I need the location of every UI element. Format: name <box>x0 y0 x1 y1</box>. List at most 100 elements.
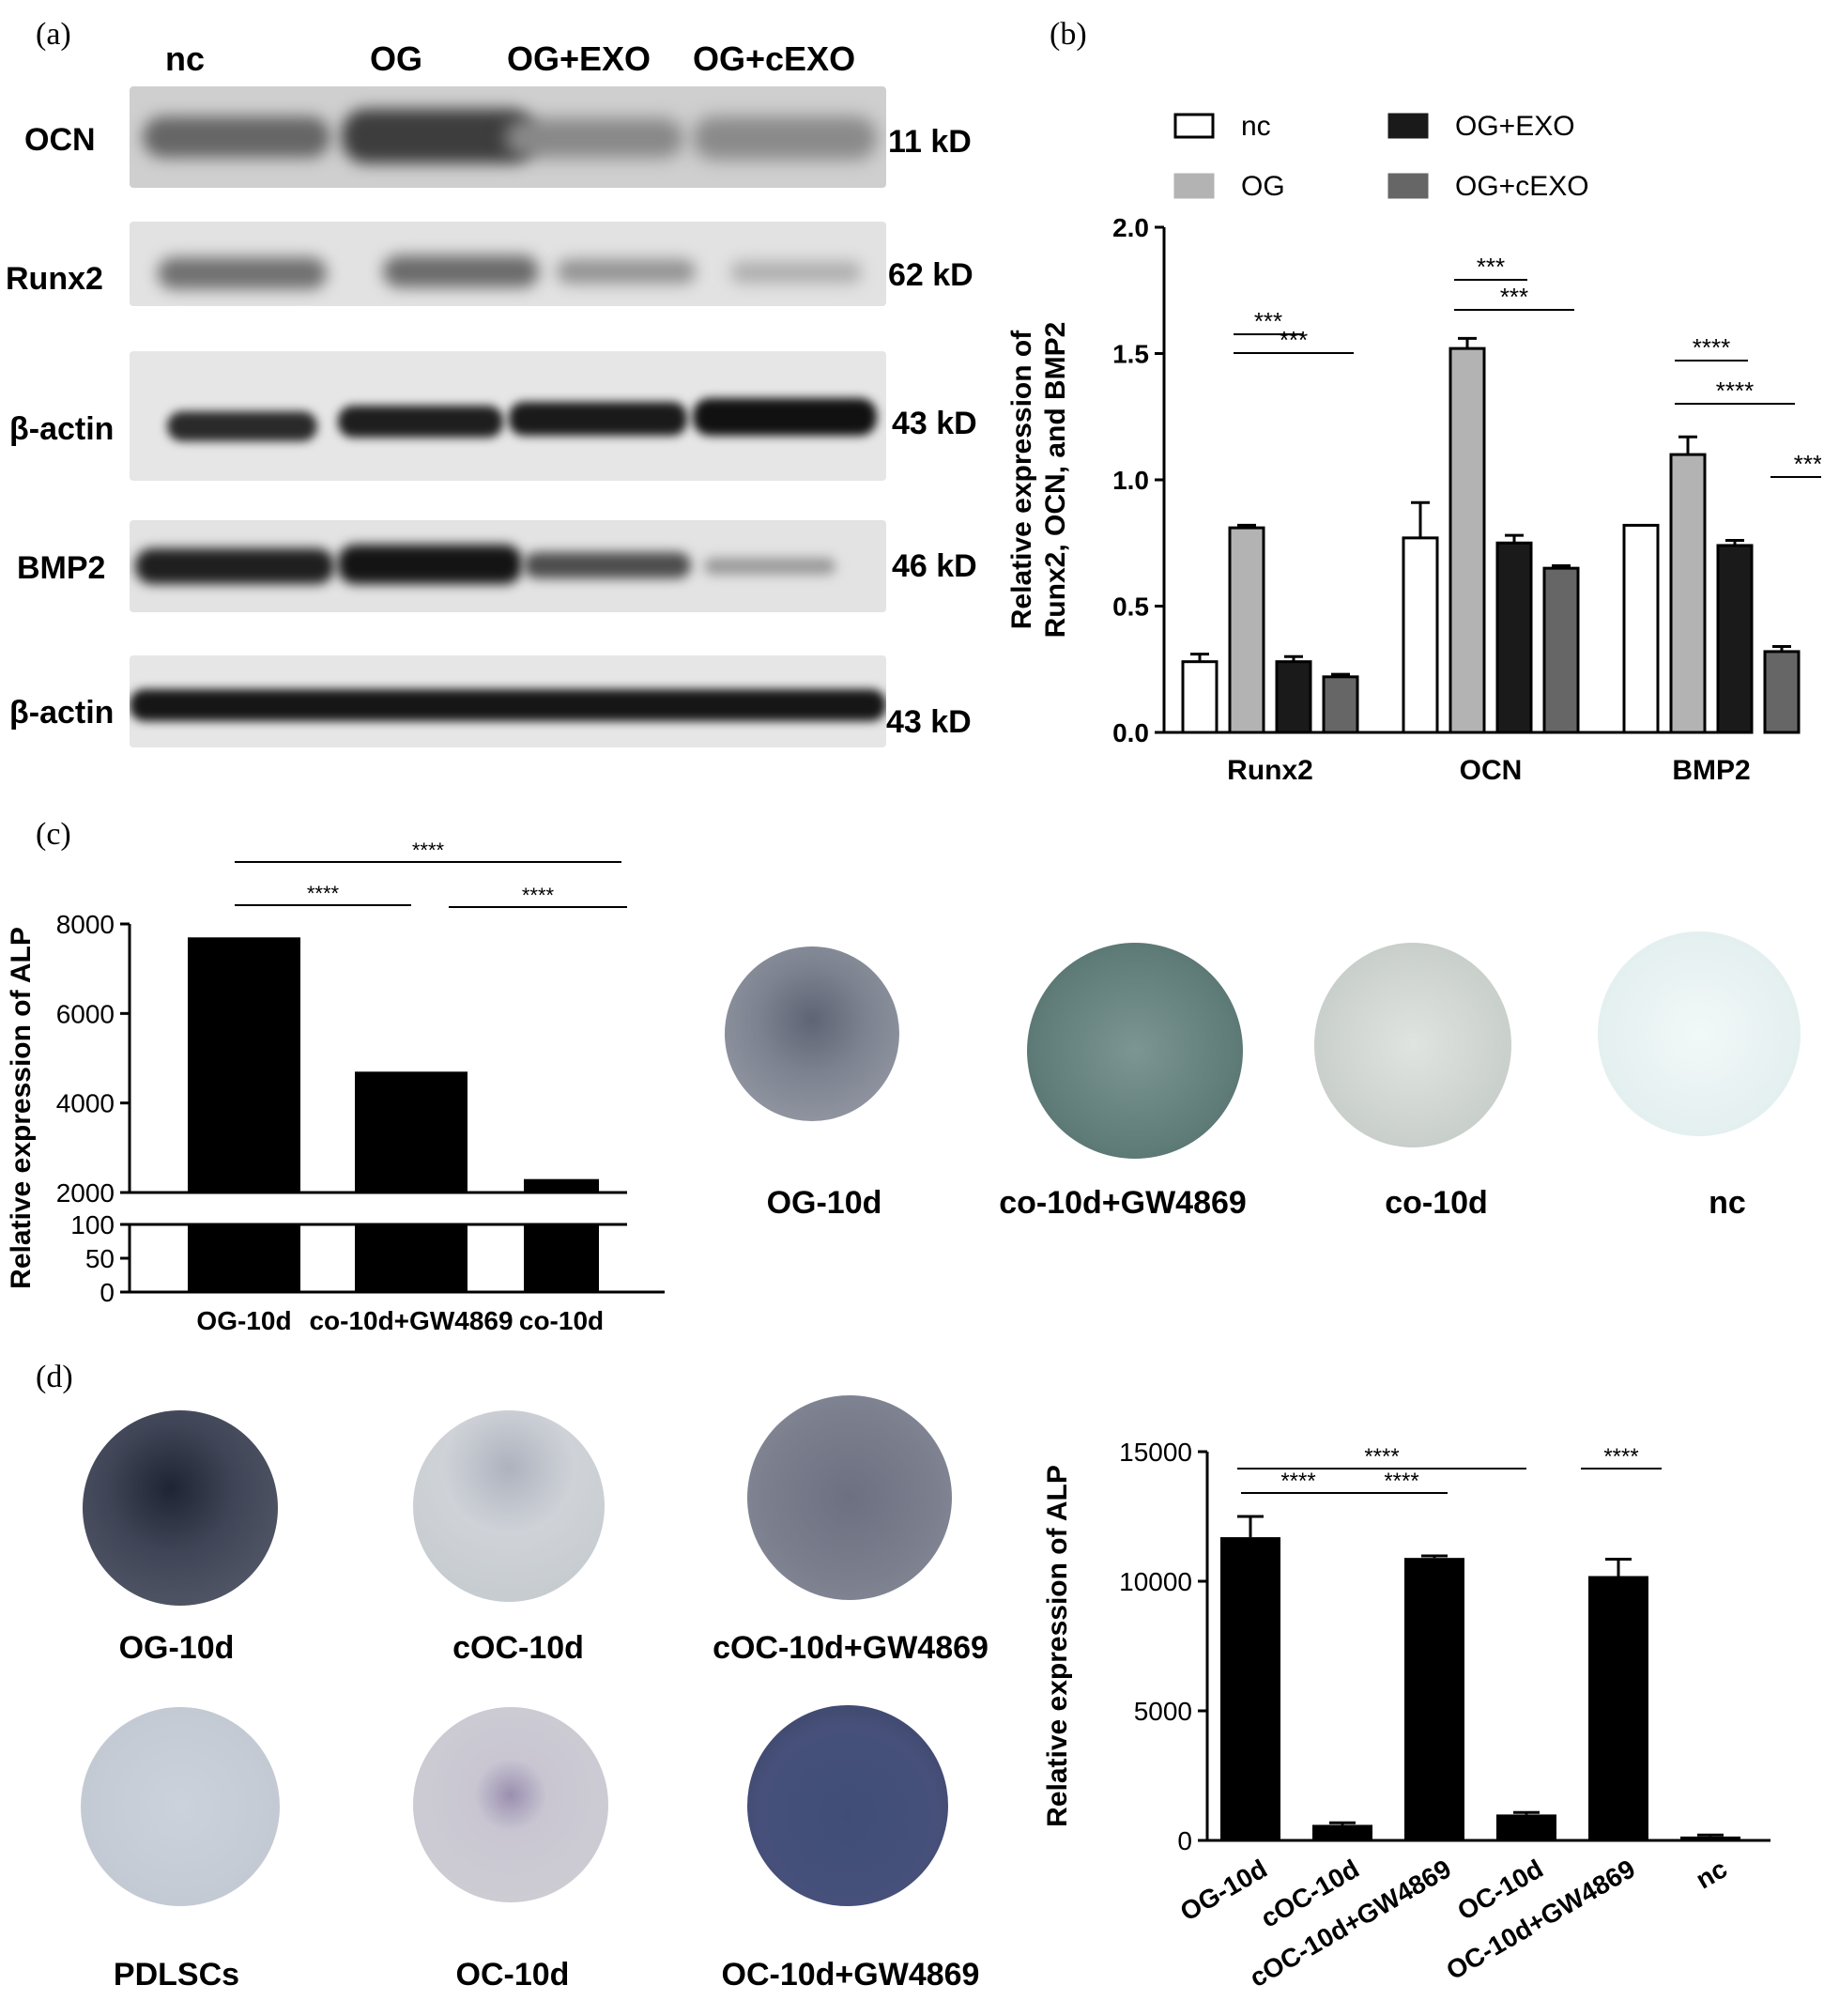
dish-label-c-og-10d: OG-10d <box>766 1185 882 1221</box>
chart-b-legend-swatch-OG+EXO <box>1387 113 1429 139</box>
chart-c-xtick-label: co-10d <box>519 1306 604 1335</box>
blot-beta-actin-2 <box>130 655 886 747</box>
wb-row-label-bmp2: BMP2 <box>17 550 106 586</box>
chart-b-bar-nc-OCN <box>1402 536 1439 734</box>
chart-b-bar-nc-BMP2 <box>1622 523 1660 734</box>
dish-c-og-10d <box>725 946 899 1121</box>
blot-beta-actin-1 <box>130 351 886 481</box>
chart-b-ylabel: Relative expression of Runx2, OCN, and BM… <box>1006 322 1071 639</box>
chart-d-xtick-label: OG-10d <box>1175 1854 1272 1926</box>
chart-b-bar-OG+EXO-BMP2 <box>1716 544 1754 734</box>
chart-c-ytick-label: 8000 <box>56 910 115 939</box>
dish-label-d-coc-10d-gw4869: cOC-10d+GW4869 <box>713 1630 989 1666</box>
chart-b-significance-label: **** <box>1716 377 1754 405</box>
chart-b-legend-label: OG <box>1241 171 1285 202</box>
dish-d-og-10d <box>83 1410 278 1606</box>
dish-label-d-pdlscs: PDLSCs <box>113 1957 240 1993</box>
chart-b-xtick-label: Runx2 <box>1227 755 1313 786</box>
chart-d-bar-cOC-10d <box>1312 1824 1372 1840</box>
chart-b-xtick-label: BMP2 <box>1672 755 1750 786</box>
chart-b-significance-label: *** <box>1500 283 1528 311</box>
chart-c-ytick-label: 0 <box>100 1278 115 1307</box>
chart-b-bar-OG-OCN <box>1448 346 1486 734</box>
dish-label-c-nc: nc <box>1709 1185 1746 1221</box>
chart-b-ytick-label: 1.0 <box>1112 466 1149 495</box>
chart-b-significance-label: **** <box>1794 450 1821 478</box>
chart-b-ytick-label: 0.0 <box>1112 718 1149 747</box>
wb-row-label-beta-actin-1: β-actin <box>9 411 115 447</box>
chart-c-bar-OG-10d-lower <box>188 1224 300 1292</box>
chart-b-bar-OG+cEXO-OCN <box>1542 566 1580 734</box>
wb-kd-bmp2: 46 kD <box>892 548 977 584</box>
chart-b-significance-label: *** <box>1280 326 1308 354</box>
chart-b-legend-label: nc <box>1241 111 1271 142</box>
chart-d-significance-label: **** <box>1364 1444 1399 1470</box>
dish-label-c-co-10d: co-10d <box>1385 1185 1488 1221</box>
panel-a-tag: (a) <box>36 17 71 52</box>
chart-d-significance-label: **** <box>1603 1444 1638 1470</box>
chart-d-ytick-label: 0 <box>1177 1826 1192 1855</box>
dish-d-pdlscs <box>81 1707 280 1906</box>
chart-c-bar-OG-10d-upper <box>188 937 300 1193</box>
dish-c-co-10d <box>1314 943 1511 1147</box>
wb-column-og: OG <box>370 39 423 78</box>
wb-column-og-cexo: OG+cEXO <box>693 39 856 78</box>
blot-bmp2 <box>130 520 886 612</box>
chart-b-significance-label: **** <box>1693 333 1730 362</box>
chart-b-xtick-label: OCN <box>1460 755 1523 786</box>
chart-b-bar-OG+EXO-OCN <box>1495 541 1533 734</box>
dish-label-d-coc-10d: cOC-10d <box>452 1630 584 1666</box>
chart-d-bar-OC-10d+GW4869 <box>1588 1576 1648 1840</box>
wb-kd-runx2: 62 kD <box>888 257 973 293</box>
chart-c: 2000 4000 6000 8000 0 50 100 Relative expressio… <box>6 839 665 1335</box>
chart-c-ytick-label: 2000 <box>56 1178 115 1208</box>
chart-b-ytick-label: 1.5 <box>1112 340 1149 369</box>
chart-b-legend-swatch-OG+cEXO <box>1387 173 1429 199</box>
dish-label-c-co-10d-gw4869: co-10d+GW4869 <box>999 1185 1247 1221</box>
chart-c-ytick-label: 6000 <box>56 999 115 1028</box>
blot-runx2 <box>130 222 886 306</box>
chart-d-ytick-label: 15000 <box>1119 1438 1192 1467</box>
chart-c-bar-co-10d-lower <box>524 1224 599 1292</box>
chart-c-ytick-label: 4000 <box>56 1089 115 1118</box>
chart-b-ytick-label: 2.0 <box>1112 213 1149 242</box>
wb-column-nc: nc <box>165 39 206 78</box>
chart-b-significance-label: *** <box>1254 307 1282 335</box>
chart-d-bar-OG-10d <box>1220 1537 1280 1840</box>
dish-c-co-10d-gw4869 <box>1027 943 1243 1159</box>
chart-d-bar-cOC-10d+GW4869 <box>1404 1558 1464 1840</box>
dish-label-d-og-10d: OG-10d <box>118 1630 235 1666</box>
dish-d-coc-10d <box>413 1410 605 1602</box>
chart-d-ylabel: Relative expression of ALP <box>1042 1465 1073 1827</box>
chart-d-xtick-label: nc <box>1691 1854 1732 1894</box>
chart-b-ytick-label: 0.5 <box>1112 592 1149 622</box>
blot-ocn <box>130 86 886 188</box>
dish-d-coc-10d-gw4869 <box>747 1395 952 1600</box>
panel-c-tag: (c) <box>36 817 71 852</box>
chart-d: 0 5000 10000 15000 Relative expression of AL… <box>1042 1438 1770 1993</box>
chart-c-xtick-label: co-10d+GW4869 <box>309 1306 513 1335</box>
wb-row-label-beta-actin-2: β-actin <box>9 695 115 731</box>
panel-b-tag: (b) <box>1050 17 1087 52</box>
chart-b-bar-OG+cEXO-BMP2 <box>1763 650 1801 734</box>
wb-row-label-runx2: Runx2 <box>6 261 103 297</box>
chart-d-ytick-label: 10000 <box>1119 1567 1192 1596</box>
chart-c-significance-label: **** <box>522 884 555 907</box>
chart-d-bar-OC-10d <box>1496 1814 1556 1840</box>
chart-d-ytick-label: 5000 <box>1134 1697 1192 1726</box>
chart-c-ytick-label: 50 <box>85 1244 115 1273</box>
chart-c-bar-co-10d+GW4869-lower <box>355 1224 467 1292</box>
chart-c-ytick-label: 100 <box>70 1210 115 1239</box>
chart-b-legend-label: OG+cEXO <box>1455 171 1589 202</box>
chart-d-significance-label: **** <box>1280 1469 1315 1494</box>
chart-b-legend-swatch-nc <box>1173 113 1215 139</box>
chart-b-bar-nc-Runx2 <box>1181 660 1219 734</box>
chart-b-bar-OG-Runx2 <box>1228 526 1265 734</box>
chart-b-ylabel-line: Runx2, OCN, and BMP2 <box>1040 322 1071 639</box>
panel-d-tag: (d) <box>36 1360 73 1394</box>
chart-c-ylabel: Relative expression of ALP <box>6 927 37 1289</box>
wb-kd-beta-actin-2: 43 kD <box>886 704 972 740</box>
chart-b-significance-label: *** <box>1477 253 1505 281</box>
dish-d-oc-10d-gw4869 <box>747 1705 948 1906</box>
dish-label-d-oc-10d: OC-10d <box>455 1957 570 1993</box>
